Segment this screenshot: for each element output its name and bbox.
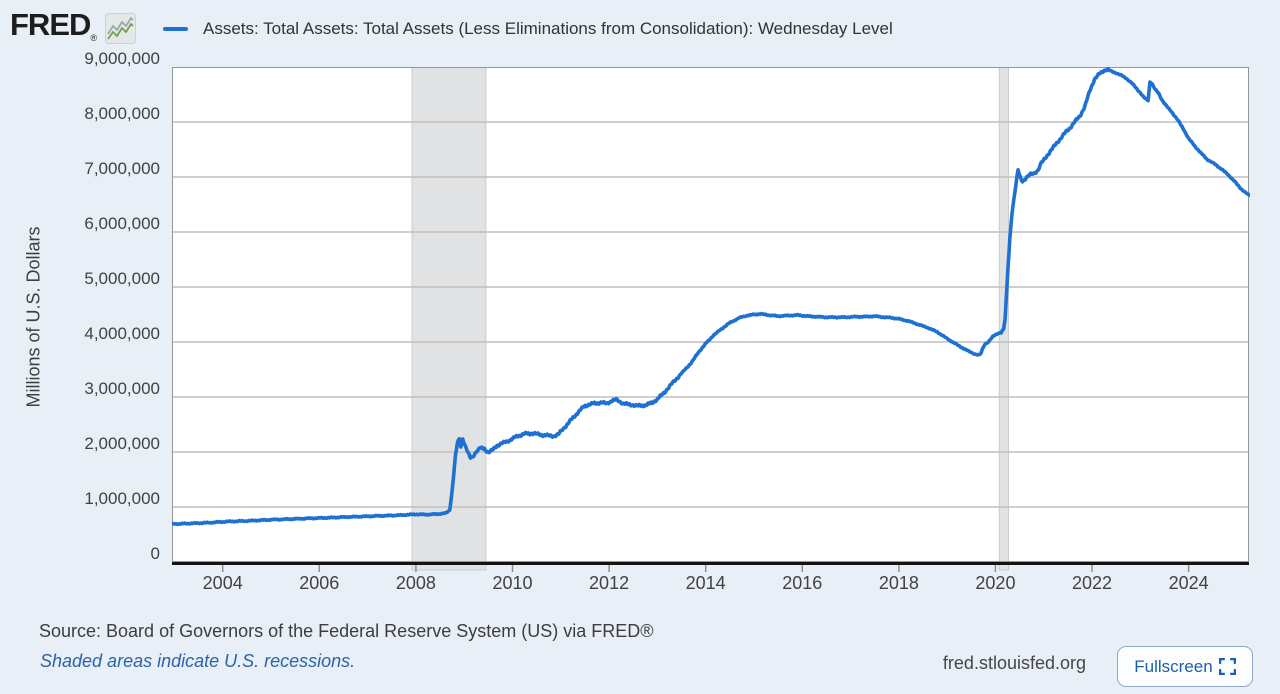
- chart-plot-area[interactable]: [172, 67, 1250, 579]
- y-tick-label: 5,000,000: [84, 269, 160, 288]
- y-tick-label: 4,000,000: [84, 324, 160, 343]
- x-tick-label: 2010: [492, 573, 533, 593]
- x-tick-label: 2022: [1072, 573, 1113, 593]
- x-tick-label: 2020: [975, 573, 1016, 593]
- fred-logo-text: FRED: [10, 7, 91, 42]
- registered-mark: ®: [90, 33, 98, 43]
- x-tick-label: 2004: [202, 573, 243, 593]
- y-tick-label: 8,000,000: [84, 104, 160, 123]
- y-tick-label: 1,000,000: [84, 489, 160, 508]
- y-tick-label: 2,000,000: [84, 434, 160, 453]
- x-tick-label: 2008: [395, 573, 436, 593]
- x-tick-label: 2018: [878, 573, 919, 593]
- legend-line-swatch: [163, 27, 188, 31]
- fred-logo[interactable]: FRED®: [10, 8, 97, 55]
- x-tick-label: 2024: [1168, 573, 1209, 593]
- y-tick-label: 3,000,000: [84, 379, 160, 398]
- y-tick-label: 6,000,000: [84, 214, 160, 233]
- series-line: [172, 67, 1250, 527]
- recession-note-link[interactable]: Shaded areas indicate U.S. recessions.: [40, 651, 356, 671]
- fred-sparkline-icon: [105, 13, 136, 44]
- x-tick-label: 2014: [685, 573, 726, 593]
- fullscreen-button-label: Fullscreen: [1134, 656, 1213, 676]
- x-tick-label: 2006: [299, 573, 340, 593]
- chart-svg[interactable]: [172, 67, 1250, 579]
- y-tick-label: 9,000,000: [84, 49, 160, 68]
- site-url: fred.stlouisfed.org: [942, 653, 1086, 673]
- x-tick-label: 2016: [782, 573, 823, 593]
- x-tick-label: 2012: [589, 573, 630, 593]
- y-tick-label: 7,000,000: [84, 159, 160, 178]
- series-title: Assets: Total Assets: Total Assets (Less…: [203, 19, 893, 38]
- source-text: Source: Board of Governors of the Federa…: [39, 621, 654, 641]
- fullscreen-icon: [1218, 658, 1236, 675]
- plot-border: [172, 67, 1249, 562]
- recession-band: [411, 67, 487, 571]
- fullscreen-button[interactable]: Fullscreen: [1117, 646, 1253, 687]
- y-tick-label: 0: [150, 544, 160, 563]
